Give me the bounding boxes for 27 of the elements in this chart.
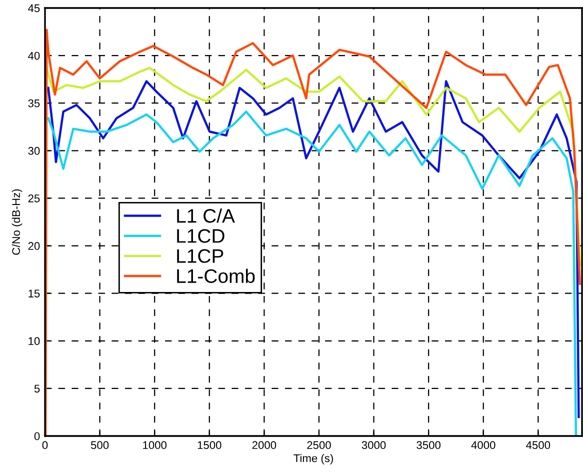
y-tick-label: 45 — [28, 4, 40, 12]
y-tick-label: 0 — [34, 432, 40, 440]
x-tick-label: 2500 — [307, 441, 331, 450]
legend-label: L1 C/A — [177, 208, 235, 223]
x-tick-label: 500 — [90, 441, 109, 450]
legend-label: L1CD — [177, 229, 224, 243]
x-tick-label: 4500 — [526, 441, 550, 450]
line-series — [46, 66, 581, 266]
y-tick-label: 20 — [28, 242, 40, 250]
y-axis-title: C/No (dB-Hz) — [12, 189, 22, 255]
y-tick-label: 15 — [28, 290, 40, 298]
x-tick-label: 1000 — [143, 441, 167, 450]
x-tick-label: 3500 — [416, 441, 440, 450]
y-tick-label: 10 — [28, 337, 40, 346]
y-tick-label: 5 — [34, 384, 40, 393]
x-tick-label: 3000 — [362, 441, 386, 450]
x-tick-label: 0 — [42, 441, 48, 450]
x-tick-label: 4000 — [471, 441, 496, 450]
y-tick-label: 40 — [28, 52, 40, 60]
y-tick-label: 35 — [28, 99, 40, 108]
y-tick-label: 25 — [28, 194, 40, 202]
x-tick-label: 2000 — [252, 441, 276, 450]
x-tick-label: 1500 — [198, 441, 222, 450]
y-tick-label: 30 — [28, 146, 40, 155]
x-axis-title: Time (s) — [294, 454, 333, 464]
legend-label: L1CP — [177, 249, 224, 263]
legend-label: L1-Comb — [177, 268, 255, 284]
